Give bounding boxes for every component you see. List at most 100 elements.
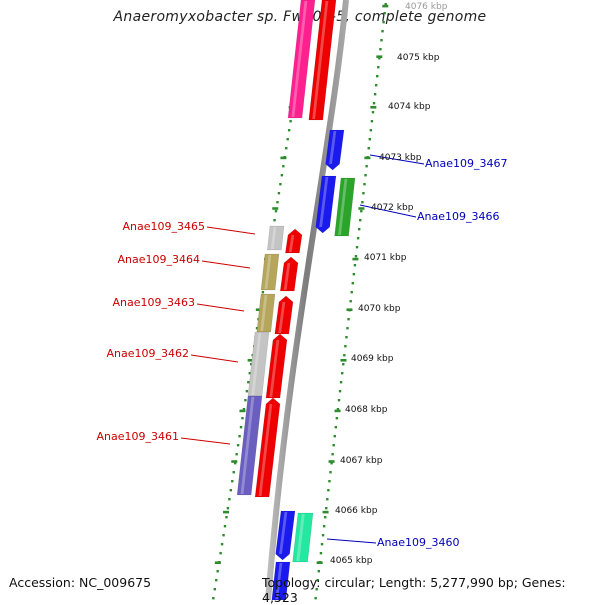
ring-dot bbox=[344, 345, 347, 348]
ring-dot bbox=[255, 327, 259, 330]
gene-red-top[interactable] bbox=[308, 0, 337, 121]
ring-dot bbox=[340, 372, 344, 375]
label-leader-line bbox=[326, 538, 377, 544]
ring-tick bbox=[346, 308, 353, 311]
gene-label-anae109-3463[interactable]: Anae109_3463 bbox=[113, 296, 196, 309]
gene-highlight bbox=[296, 514, 305, 561]
gene-label-anae109-3467[interactable]: Anae109_3467 bbox=[425, 157, 508, 170]
ring-dot bbox=[380, 39, 383, 42]
ring-tick bbox=[255, 308, 262, 311]
gene-highlight bbox=[278, 302, 286, 333]
gene-label-anae109-3462[interactable]: Anae109_3462 bbox=[107, 347, 190, 360]
ring-dot bbox=[349, 300, 352, 303]
ring-dot bbox=[289, 120, 292, 123]
gene-highlight bbox=[251, 333, 262, 395]
gene-label-anae109-3465[interactable]: Anae109_3465 bbox=[123, 220, 206, 233]
ring-dot bbox=[228, 498, 231, 501]
gene-highlight bbox=[319, 177, 329, 227]
ring-dot bbox=[231, 480, 234, 483]
tick-label-4066: 4066 kbp bbox=[335, 506, 378, 516]
gene-highlight bbox=[260, 295, 268, 331]
gene-magenta-top[interactable] bbox=[287, 0, 316, 119]
ring-dot bbox=[369, 129, 373, 132]
ring-dot bbox=[381, 30, 384, 33]
ring-tick bbox=[322, 510, 329, 514]
ring-tick bbox=[223, 510, 230, 514]
feature-purple-3461[interactable] bbox=[236, 395, 263, 496]
gene-anae109-3463[interactable] bbox=[274, 295, 294, 335]
ring-dot bbox=[326, 498, 329, 501]
ring-dot bbox=[287, 129, 291, 132]
label-leader-line bbox=[196, 303, 245, 312]
gene-green-4072[interactable] bbox=[334, 177, 356, 237]
ring-dot bbox=[376, 75, 379, 78]
ring-dot bbox=[286, 138, 289, 141]
label-leader-line bbox=[359, 204, 417, 218]
ring-dot bbox=[373, 93, 377, 96]
ring-dot bbox=[322, 525, 326, 528]
ring-dot bbox=[315, 588, 318, 591]
gene-anae109-3460[interactable] bbox=[275, 510, 296, 561]
ring-dot bbox=[321, 534, 325, 537]
ring-dot bbox=[241, 417, 244, 420]
ring-dot bbox=[225, 516, 228, 519]
ring-tick bbox=[214, 561, 221, 564]
ring-dot bbox=[372, 102, 376, 105]
feature-track bbox=[236, 0, 316, 496]
gene-teal-4065[interactable] bbox=[292, 512, 314, 563]
ring-dot bbox=[320, 543, 324, 546]
ring-dot bbox=[350, 291, 353, 294]
ring-dot bbox=[363, 183, 366, 186]
gene-label-anae109-3461[interactable]: Anae109_3461 bbox=[97, 430, 180, 443]
ring-dot bbox=[329, 471, 332, 474]
gene-anae109-3466[interactable] bbox=[315, 175, 337, 234]
ring-dot bbox=[338, 390, 342, 393]
gene-highlight bbox=[270, 227, 277, 249]
ring-dot bbox=[279, 183, 282, 186]
ring-dot bbox=[245, 390, 249, 393]
gene-anae109-3467[interactable] bbox=[325, 129, 345, 171]
gene-blue-bottom[interactable] bbox=[271, 561, 291, 600]
ring-dot bbox=[332, 444, 335, 447]
gene-label-anae109-3464[interactable]: Anae109_3464 bbox=[118, 253, 201, 266]
ring-dot bbox=[337, 399, 341, 402]
accession-text: Accession: NC_009675 bbox=[9, 575, 152, 590]
ring-dot bbox=[220, 543, 224, 546]
gene-anae109-3461[interactable] bbox=[254, 397, 281, 498]
ring-tick bbox=[231, 460, 238, 463]
ring-dot bbox=[327, 489, 330, 492]
gene-anae109-3465[interactable] bbox=[285, 228, 303, 254]
feature-khaki-3464[interactable] bbox=[260, 253, 280, 291]
ring-dot bbox=[250, 363, 253, 366]
ring-tick bbox=[370, 106, 377, 109]
ring-dot bbox=[335, 417, 339, 420]
feature-grey-3465[interactable] bbox=[267, 225, 285, 251]
ring-dot bbox=[334, 426, 338, 429]
ring-dot bbox=[328, 480, 331, 483]
gene-anae109-3462[interactable] bbox=[265, 333, 288, 399]
ring-dot bbox=[316, 579, 319, 582]
ring-tick bbox=[280, 156, 287, 160]
gene-label-anae109-3466[interactable]: Anae109_3466 bbox=[417, 210, 500, 223]
ring-dot bbox=[359, 219, 362, 222]
ring-dot bbox=[346, 327, 349, 330]
gene-highlight bbox=[288, 235, 295, 252]
gene-anae109-3464[interactable] bbox=[279, 256, 299, 292]
gene-label-anae109-3460[interactable]: Anae109_3460 bbox=[377, 536, 460, 549]
ring-dot bbox=[223, 525, 227, 528]
ring-dot bbox=[370, 120, 374, 123]
ring-dot bbox=[353, 264, 357, 267]
ring-dot bbox=[229, 489, 233, 492]
ring-dot bbox=[226, 507, 230, 510]
feature-khaki-3463[interactable] bbox=[256, 293, 276, 333]
ring-tick bbox=[376, 55, 383, 58]
ring-dot bbox=[233, 462, 237, 465]
ring-dot bbox=[339, 381, 343, 384]
ring-tick bbox=[340, 359, 347, 362]
ring-dot bbox=[285, 147, 288, 150]
ring-dot bbox=[247, 381, 250, 384]
gene-highlight bbox=[275, 563, 283, 599]
tick-label-4068: 4068 kbp bbox=[345, 405, 388, 415]
gene-highlight bbox=[283, 263, 291, 290]
ring-dot bbox=[351, 282, 355, 285]
